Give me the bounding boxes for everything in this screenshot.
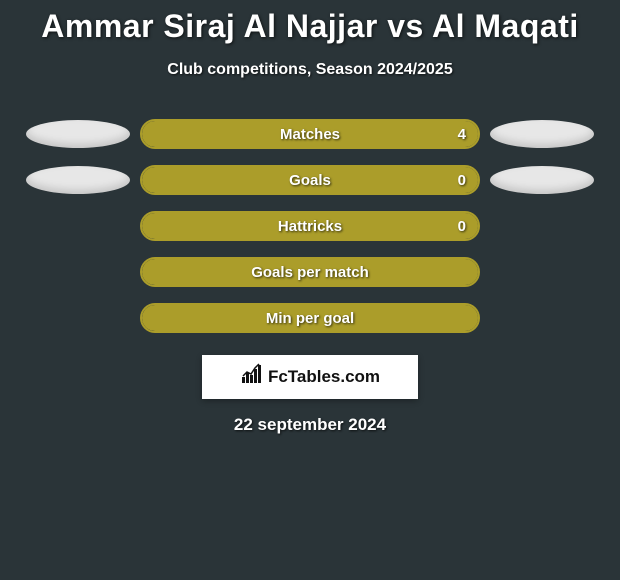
page-title: Ammar Siraj Al Najjar vs Al Maqati [0,0,620,45]
stat-value: 0 [458,218,466,235]
stat-row: Goals 0 [0,157,620,203]
stat-label: Hattricks [278,218,342,235]
stat-label: Matches [280,126,340,143]
stat-bar: Goals 0 [140,165,480,195]
stat-rows: Matches 4 Goals 0 Hattricks 0 [0,111,620,341]
stat-label: Min per goal [266,310,354,327]
stat-row: Goals per match [0,249,620,295]
left-badge [26,120,130,148]
stat-bar: Min per goal [140,303,480,333]
right-badge [490,120,594,148]
stat-bar: Matches 4 [140,119,480,149]
stat-bar: Goals per match [140,257,480,287]
logo-box: FcTables.com [202,355,418,399]
stat-bar: Hattricks 0 [140,211,480,241]
stat-value: 0 [458,172,466,189]
stat-label: Goals [289,172,331,189]
chart-icon [240,363,264,392]
stat-row: Min per goal [0,295,620,341]
page-subtitle: Club competitions, Season 2024/2025 [0,61,620,79]
stat-row: Hattricks 0 [0,203,620,249]
right-badge [490,166,594,194]
logo-text: FcTables.com [268,367,380,387]
stat-label: Goals per match [251,264,369,281]
left-badge [26,166,130,194]
comparison-card: Ammar Siraj Al Najjar vs Al Maqati Club … [0,0,620,580]
stat-value: 4 [458,126,466,143]
stat-row: Matches 4 [0,111,620,157]
date-label: 22 september 2024 [0,415,620,435]
